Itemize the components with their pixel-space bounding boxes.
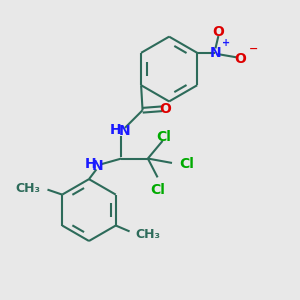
Text: Cl: Cl: [180, 157, 194, 171]
Text: O: O: [160, 102, 172, 116]
Text: H: H: [85, 157, 96, 171]
Text: N: N: [118, 124, 130, 138]
Text: +: +: [222, 38, 230, 48]
Text: O: O: [212, 25, 224, 39]
Text: N: N: [210, 46, 221, 60]
Text: Cl: Cl: [151, 183, 166, 197]
Text: Cl: Cl: [157, 130, 172, 144]
Text: N: N: [92, 159, 103, 173]
Text: −: −: [249, 44, 258, 53]
Text: CH₃: CH₃: [16, 182, 41, 195]
Text: H: H: [110, 123, 122, 137]
Text: CH₃: CH₃: [135, 228, 160, 241]
Text: O: O: [235, 52, 246, 66]
